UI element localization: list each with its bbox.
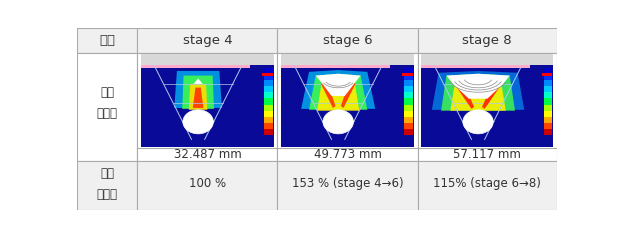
Polygon shape [321, 79, 335, 108]
Text: 57.117 mm: 57.117 mm [453, 148, 521, 161]
Bar [404, 74, 413, 80]
Bar [264, 86, 272, 93]
Bar [264, 93, 272, 98]
Polygon shape [432, 71, 524, 110]
Bar [404, 110, 413, 117]
Bar [543, 86, 552, 93]
Text: stage 8: stage 8 [462, 34, 512, 47]
Text: 153 % (stage 4→6): 153 % (stage 4→6) [292, 177, 403, 190]
Bar [543, 74, 552, 80]
Bar [264, 74, 272, 80]
Text: 100 %: 100 % [189, 177, 226, 190]
Bar [281, 54, 413, 65]
Polygon shape [301, 70, 375, 109]
Bar [404, 93, 413, 98]
Bar [264, 117, 272, 123]
Text: 침하
증가율: 침하 증가율 [97, 167, 118, 201]
Text: 지표
침하량: 지표 침하량 [97, 86, 118, 120]
Polygon shape [446, 74, 509, 99]
Bar [264, 129, 272, 135]
Bar [543, 123, 552, 129]
Polygon shape [189, 84, 207, 110]
Bar [277, 53, 417, 161]
Bar [543, 68, 552, 74]
Bar [543, 80, 552, 86]
Bar [281, 54, 413, 147]
Polygon shape [193, 88, 204, 108]
Polygon shape [451, 76, 506, 111]
Bar [141, 65, 249, 68]
Text: 구분: 구분 [100, 34, 115, 47]
Bar [277, 161, 417, 210]
Bar [404, 123, 413, 129]
Text: stage 4: stage 4 [183, 34, 232, 47]
Polygon shape [456, 80, 474, 109]
Text: 115% (stage 6→8): 115% (stage 6→8) [433, 177, 541, 190]
Bar [262, 72, 272, 76]
Bar [264, 123, 272, 129]
Bar [402, 72, 413, 76]
Text: stage 6: stage 6 [322, 34, 372, 47]
Bar [543, 98, 552, 105]
Bar [264, 68, 272, 74]
Bar [543, 129, 552, 135]
Bar [543, 93, 552, 98]
Polygon shape [194, 78, 203, 84]
Bar [417, 161, 557, 210]
Bar [264, 80, 272, 86]
Bar [422, 54, 553, 147]
Bar [264, 105, 272, 110]
Bar [77, 28, 137, 53]
Bar [422, 65, 529, 68]
Bar [404, 80, 413, 86]
Bar [404, 105, 413, 110]
Bar [404, 68, 413, 74]
Polygon shape [175, 71, 222, 108]
Bar [264, 98, 272, 105]
Bar [137, 28, 277, 53]
Polygon shape [316, 74, 361, 96]
Bar [264, 110, 272, 117]
Bar [543, 105, 552, 110]
Bar [277, 28, 417, 53]
Polygon shape [482, 80, 501, 109]
Bar [77, 161, 137, 210]
Polygon shape [341, 79, 355, 108]
Ellipse shape [463, 110, 493, 134]
Bar [141, 54, 274, 65]
Bar [281, 65, 390, 68]
Bar [417, 28, 557, 53]
Bar [422, 54, 553, 65]
Ellipse shape [323, 110, 353, 134]
Ellipse shape [183, 110, 214, 134]
Bar [542, 72, 552, 76]
Polygon shape [317, 77, 360, 111]
Text: 49.773 mm: 49.773 mm [313, 148, 381, 161]
Text: 32.487 mm: 32.487 mm [173, 148, 241, 161]
Bar [404, 129, 413, 135]
Bar [404, 117, 413, 123]
Bar [417, 53, 557, 161]
Polygon shape [441, 74, 515, 111]
Bar [543, 110, 552, 117]
Polygon shape [182, 76, 214, 109]
Bar [404, 98, 413, 105]
Bar [137, 161, 277, 210]
Bar [77, 53, 137, 161]
Bar [141, 54, 274, 147]
Bar [137, 53, 277, 161]
Bar [543, 117, 552, 123]
Polygon shape [309, 74, 367, 110]
Bar [404, 86, 413, 93]
